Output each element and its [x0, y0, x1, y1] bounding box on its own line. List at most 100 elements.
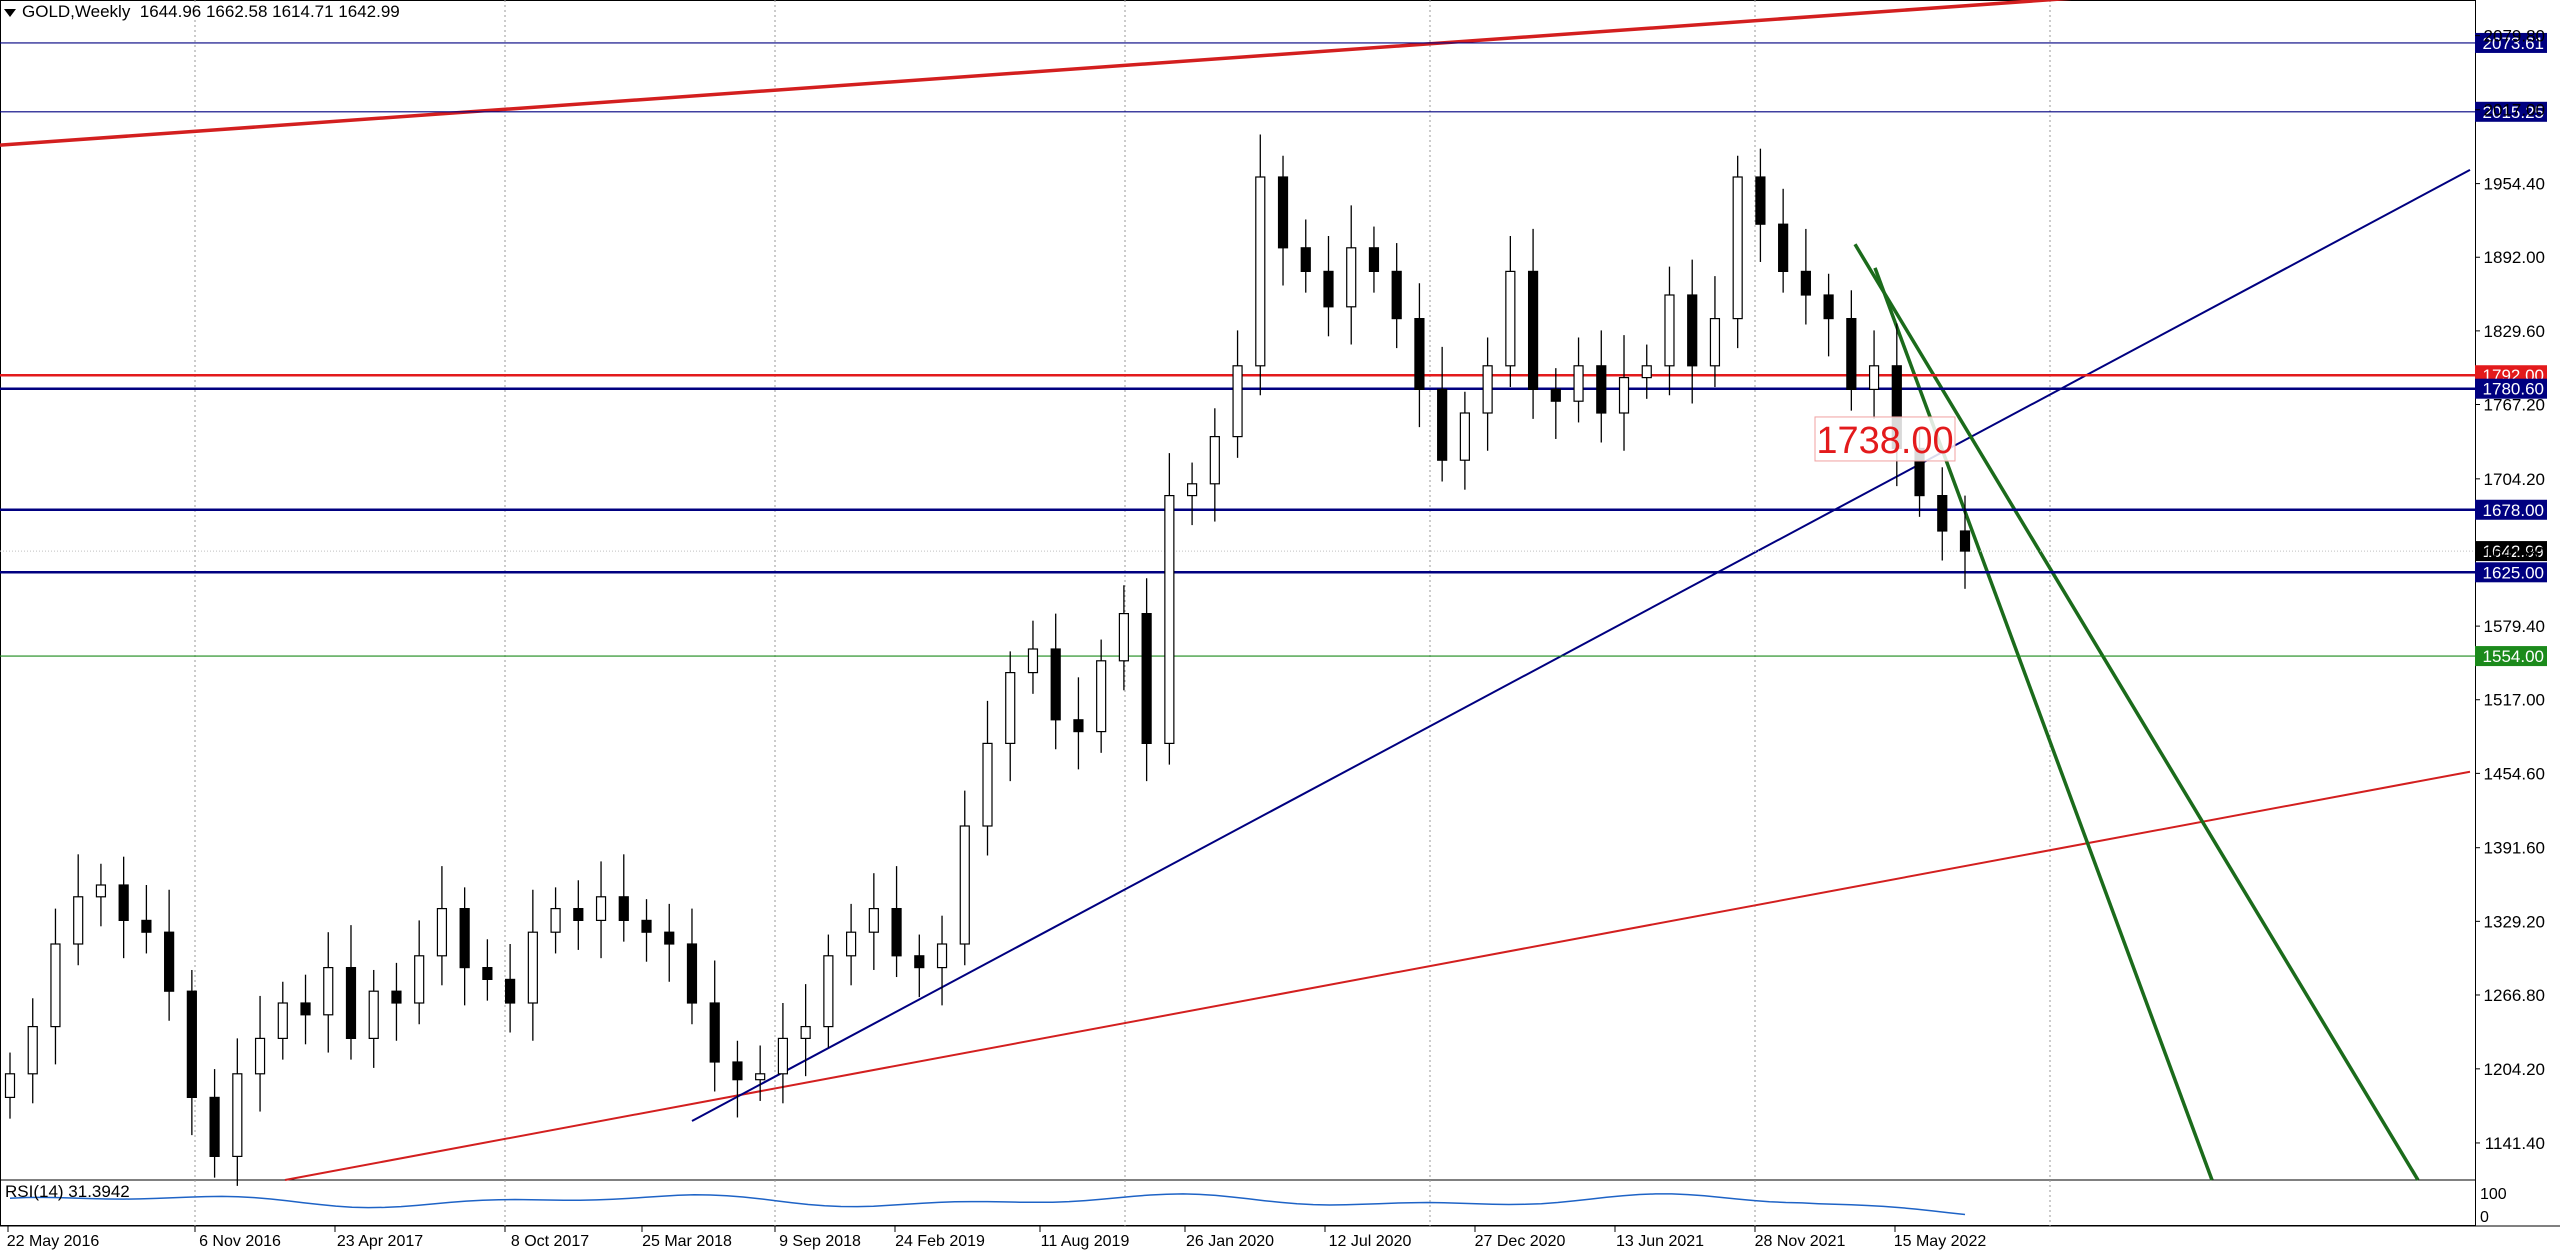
price-tick-label: 1892.00 [2484, 248, 2545, 267]
candle-body [1164, 495, 1175, 745]
level-tag [2475, 562, 2547, 583]
candle-body [1868, 365, 1880, 390]
candle-body [1573, 365, 1584, 402]
date-tick-label: 6 Nov 2016 [199, 1233, 281, 1250]
price-tick-label: 1829.60 [2484, 322, 2545, 341]
candle-body [1459, 412, 1470, 461]
candle-body [50, 943, 61, 1028]
candle-body [1346, 247, 1357, 308]
candle-body [1368, 247, 1380, 273]
price-tick-label: 1141.40 [2485, 1134, 2545, 1153]
candle-body [868, 907, 879, 933]
candle-body [573, 907, 584, 921]
rsi-scale-label: 100 [2480, 1186, 2507, 1203]
candle-body [1709, 318, 1721, 367]
candle-body [459, 907, 470, 969]
candle-body [755, 1073, 766, 1081]
level-tag [2475, 101, 2547, 122]
candle-body [1618, 377, 1630, 414]
trendline-blue-uptrend [691, 169, 2471, 1122]
date-tick-label: 22 May 2016 [7, 1233, 100, 1250]
candle-body [368, 990, 379, 1040]
candle-body [254, 1037, 266, 1075]
date-tick-label: 26 Jan 2020 [1186, 1233, 1274, 1250]
candle-body [436, 907, 448, 957]
candle-body [1232, 365, 1243, 438]
candle-body [209, 1096, 220, 1158]
price-tick-label: 1704.20 [2484, 470, 2545, 489]
candle-body [1596, 365, 1607, 414]
candle-body [1391, 270, 1402, 320]
candle-body [1027, 648, 1039, 674]
candle-body [664, 931, 675, 945]
level-tag-label: 1678.00 [2483, 501, 2544, 520]
candle-body [709, 1002, 720, 1063]
candle-body [482, 966, 493, 980]
candle-body [300, 1002, 311, 1016]
candle-body [141, 919, 152, 933]
candle-body [1437, 388, 1448, 461]
price-tick-label: 1641.80 [2484, 543, 2545, 562]
candle-body [1414, 318, 1425, 391]
candle-body [1141, 612, 1152, 744]
candle-body [414, 955, 425, 1004]
candle-body [186, 990, 197, 1099]
price-tick-label: 1454.60 [2484, 764, 2545, 783]
ohlc-readout: 1644.96 1662.58 1614.71 1642.99 [139, 2, 400, 21]
level-tag-label: 2015.25 [2483, 103, 2544, 122]
date-tick-label: 15 May 2022 [1894, 1233, 1987, 1250]
candle-body [1937, 495, 1948, 532]
candle-body [4, 1073, 16, 1099]
candle-body [618, 896, 629, 921]
candle-body [1959, 530, 1971, 552]
price-tick-label: 1579.40 [2484, 617, 2545, 636]
annotation-layer: 1738.00 [1814, 416, 1956, 462]
price-tick-label: 1517.00 [2484, 691, 2545, 710]
level-tag [2475, 499, 2547, 520]
candle-body [1755, 176, 1766, 225]
candle-body [732, 1061, 743, 1081]
date-tick-label: 23 Apr 2017 [337, 1233, 423, 1250]
level-tag [2475, 378, 2547, 399]
candle-body [1527, 270, 1539, 390]
trendline-red-upper [0, 0, 2072, 147]
candle-body [505, 978, 516, 1004]
candle-body [118, 884, 129, 922]
candles-layer [4, 134, 1971, 1186]
price-tick-label: 2017.00 [2484, 101, 2545, 120]
date-tick-label: 24 Feb 2019 [895, 1233, 985, 1250]
candle-body [1505, 270, 1516, 367]
date-tick-label: 12 Jul 2020 [1329, 1233, 1412, 1250]
candle-body [550, 907, 561, 933]
candle-body [1550, 388, 1561, 402]
axis-layer: 22 May 2016 6 Nov 2016 23 Apr 2017 8 Oct 20… [7, 27, 2545, 1250]
menu-triangle-icon[interactable] [4, 8, 16, 17]
candle-body [1300, 247, 1311, 273]
candle-body [345, 966, 357, 1039]
candle-body [1073, 719, 1084, 733]
level-tag-label: 1554.00 [2483, 647, 2544, 666]
candle-body [823, 955, 834, 1028]
candle-body [800, 1025, 811, 1039]
candle-body [1186, 483, 1198, 497]
candle-body [891, 907, 902, 957]
candle-body [1641, 365, 1652, 379]
candle-body [1800, 270, 1811, 296]
candle-body [1323, 270, 1334, 308]
candle-body [1664, 294, 1675, 367]
candle-body [277, 1002, 288, 1040]
candle-body [959, 825, 970, 945]
date-tick-label: 11 Aug 2019 [1041, 1233, 1130, 1250]
date-tick-label: 25 Mar 2018 [642, 1233, 732, 1250]
candle-body [1732, 176, 1743, 320]
date-tick-label: 27 Dec 2020 [1475, 1233, 1566, 1250]
level-tag-label: 1780.60 [2483, 380, 2544, 399]
candle-body [1255, 176, 1266, 367]
candle-body [846, 931, 857, 957]
date-tick-label: 9 Sep 2018 [779, 1233, 861, 1250]
rsi-line [9, 1193, 1966, 1216]
symbol-label: GOLD,Weekly [22, 2, 131, 21]
price-tick-label: 1266.80 [2484, 986, 2545, 1005]
